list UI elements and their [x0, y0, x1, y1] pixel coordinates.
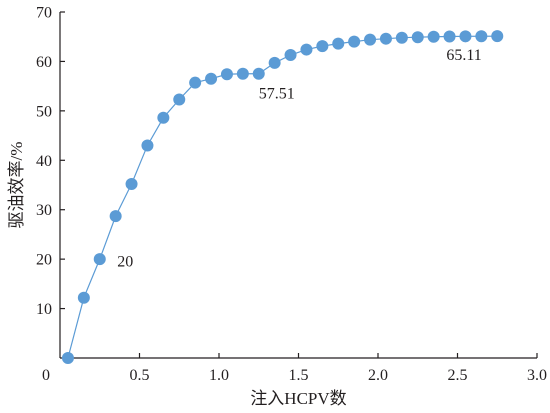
- y-ticks: 10 20 30 40 50 60 70: [36, 5, 65, 318]
- data-point: [316, 40, 329, 53]
- data-point: [109, 210, 122, 223]
- data-point: [252, 67, 265, 80]
- data-point: [141, 139, 154, 152]
- x-tick-label: 2.0: [368, 367, 388, 384]
- data-point: [459, 30, 472, 43]
- x-axis-title: 注入HCPV数: [250, 389, 346, 408]
- data-point: [189, 76, 202, 89]
- data-point: [411, 31, 424, 44]
- series-layer: [61, 30, 504, 364]
- data-point: [491, 30, 504, 43]
- y-tick-label: 20: [36, 252, 52, 269]
- x-tick-label: 2.5: [448, 367, 468, 384]
- data-point: [332, 37, 345, 50]
- data-point: [475, 30, 488, 43]
- data-annotation: 20: [117, 254, 133, 271]
- data-point: [268, 56, 281, 69]
- y-tick-label: 60: [36, 54, 52, 71]
- origin-label: 0: [42, 367, 50, 384]
- x-tick-label: 1.5: [289, 367, 309, 384]
- data-point: [93, 253, 106, 266]
- data-point: [427, 30, 440, 43]
- data-point: [125, 178, 138, 191]
- data-point: [348, 35, 361, 48]
- data-point: [364, 33, 377, 46]
- x-tick-label: 0.5: [130, 367, 150, 384]
- y-tick-label: 10: [36, 301, 52, 318]
- data-point: [300, 43, 313, 56]
- data-point: [443, 30, 456, 43]
- data-point: [205, 72, 218, 85]
- y-tick-label: 50: [36, 103, 52, 120]
- data-point: [61, 352, 74, 364]
- data-point: [379, 32, 392, 45]
- series-line: [67, 35, 498, 359]
- data-point: [77, 291, 90, 304]
- data-point: [236, 67, 249, 80]
- y-tick-label: 70: [36, 5, 52, 22]
- data-point: [173, 93, 186, 106]
- data-point: [220, 68, 233, 81]
- annotation-layer: 20 57.51 65.11: [117, 47, 482, 271]
- x-tick-label: 1.0: [209, 367, 229, 384]
- x-tick-label: 3.0: [527, 367, 547, 384]
- data-annotation: 65.11: [446, 47, 481, 64]
- data-annotation: 57.51: [259, 86, 295, 103]
- data-point: [284, 49, 297, 62]
- y-axis-title: 驱油效率/%: [7, 142, 26, 229]
- data-point: [157, 111, 170, 124]
- y-tick-label: 40: [36, 153, 52, 170]
- y-tick-label: 30: [36, 202, 52, 219]
- x-ticks: 0.5 1.0 1.5 2.0 2.5 3.0: [130, 353, 547, 384]
- data-point: [395, 31, 408, 44]
